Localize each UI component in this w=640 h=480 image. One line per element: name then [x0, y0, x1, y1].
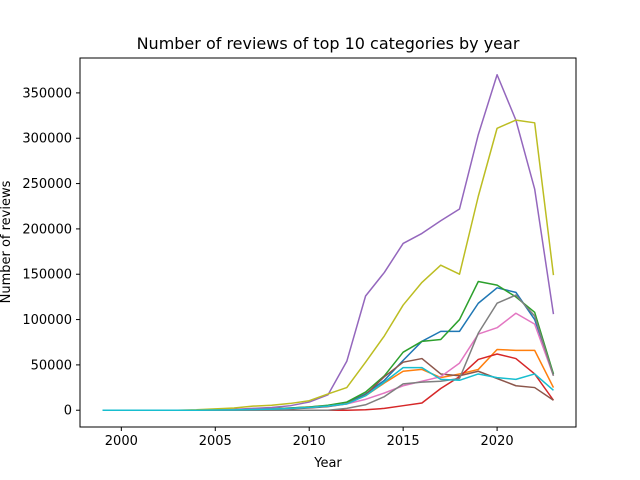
series-line-10: [102, 366, 554, 411]
x-tick-label: 2005: [199, 434, 232, 449]
y-tick-label: 100000: [22, 313, 72, 328]
x-axis-title: Year: [313, 456, 342, 471]
y-tick-label: 0: [64, 404, 72, 419]
x-tick-label: 2015: [387, 434, 420, 449]
y-tick-label: 300000: [22, 132, 72, 147]
y-tick-label: 200000: [22, 222, 72, 237]
x-tick-label: 2020: [481, 434, 514, 449]
y-axis-title: Number of reviews: [0, 180, 14, 303]
x-tick-label: 2010: [293, 434, 326, 449]
x-axis-ticks: 2000 2005 2010 2015 2020: [105, 427, 514, 449]
y-axis-ticks: 0 50000 100000 150000 200000 250000 300000 3500…: [22, 86, 80, 419]
y-tick-label: 350000: [22, 86, 72, 101]
x-tick-label: 2000: [105, 434, 138, 449]
series-layer: [102, 74, 555, 411]
y-tick-label: 50000: [31, 358, 72, 373]
y-tick-label: 150000: [22, 268, 72, 283]
plot-frame: [79, 57, 577, 428]
y-tick-label: 250000: [22, 177, 72, 192]
chart-title: Number of reviews of top 10 categories b…: [137, 34, 520, 53]
